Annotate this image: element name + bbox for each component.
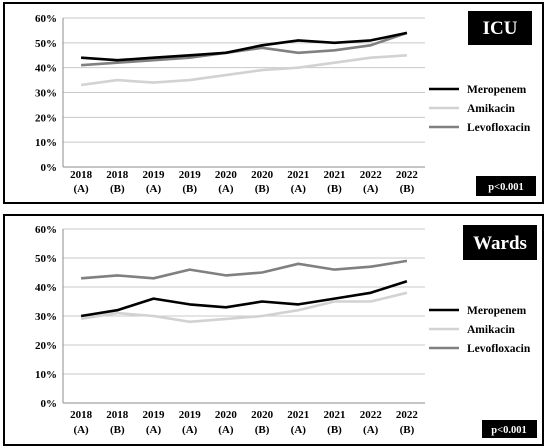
x-tick-year: 2021: [287, 409, 309, 421]
x-tick-period: (B): [327, 183, 342, 195]
x-tick-year: 2022: [360, 409, 383, 421]
x-tick-period: (A): [291, 183, 307, 195]
x-tick-period: (B): [182, 183, 197, 195]
x-tick-year: 2019: [179, 409, 202, 421]
x-tick-year: 2021: [324, 409, 346, 421]
icu-chart-panel: 0% 10% 20% 30% 40% 50% 60% 2018 (A) 2018 (B) 2019 (A…: [3, 2, 544, 204]
legend-label-levofloxacin: Levofloxacin: [467, 343, 531, 355]
x-tick-period: (A): [363, 424, 379, 436]
x-tick-period: (A): [146, 183, 162, 195]
x-tick-year: 2021: [287, 169, 309, 181]
legend-label-levofloxacin: Levofloxacin: [467, 122, 531, 134]
y-tick-label: 10%: [35, 137, 57, 149]
x-tick-year: 2019: [179, 169, 202, 181]
x-tick-year: 2018: [106, 169, 129, 181]
chart-title-box: [468, 11, 532, 45]
series-line-amikacin: [80, 291, 408, 324]
series-line-amikacin: [80, 54, 407, 87]
p-value-box: [476, 176, 536, 196]
x-tick-period: (A): [73, 183, 89, 195]
y-tick-label: 40%: [35, 63, 57, 75]
y-tick-label: 30%: [35, 311, 57, 323]
chart-title: Wards: [473, 233, 527, 254]
y-tick-label: 40%: [35, 282, 57, 294]
p-value-label: p<0.001: [488, 182, 523, 193]
x-tick-period: (B): [327, 424, 342, 436]
x-tick-year: 2020: [215, 169, 238, 181]
x-tick-period: (A): [218, 424, 234, 436]
legend-label-amikacin: Amikacin: [467, 103, 516, 115]
x-tick-year: 2022: [396, 169, 419, 181]
y-tick-label: 10%: [35, 369, 57, 381]
p-value-label: p<0.001: [491, 425, 526, 436]
x-tick-period: (A): [182, 424, 198, 436]
y-tick-label: 20%: [35, 112, 57, 124]
wards-chart-panel: 0% 10% 20% 30% 40% 50% 60% 2018 (A) 2018 (B) 2019 (A…: [3, 214, 544, 446]
legend-label-amikacin: Amikacin: [467, 324, 516, 336]
y-tick-label: 50%: [35, 38, 57, 50]
x-tick-period: (A): [363, 183, 379, 195]
x-tick-period: (A): [218, 183, 234, 195]
wards-chart: 0% 10% 20% 30% 40% 50% 60% 2018 (A) 2018 (B) 2019 (A…: [35, 224, 537, 438]
x-tick-year: 2019: [143, 409, 166, 421]
x-tick-period: (B): [255, 424, 270, 436]
series-line-meropenem: [80, 279, 408, 318]
x-tick-year: 2018: [106, 409, 129, 421]
y-tick-label: 20%: [35, 340, 57, 352]
legend-label-meropenem: Meropenem: [467, 305, 527, 317]
x-tick-period: (B): [400, 183, 415, 195]
x-tick-year: 2018: [70, 409, 93, 421]
series-line-meropenem: [81, 31, 408, 62]
x-tick-year: 2020: [251, 409, 274, 421]
series-line-levofloxacin: [80, 259, 408, 280]
x-tick-year: 2019: [143, 169, 166, 181]
chart-title-box: [463, 225, 537, 260]
x-tick-year: 2020: [215, 409, 238, 421]
x-tick-period: (B): [255, 183, 270, 195]
x-tick-period: (A): [146, 424, 162, 436]
y-tick-label: 0%: [41, 398, 58, 410]
icu-chart: 0% 10% 20% 30% 40% 50% 60% 2018 (A) 2018 (B) 2019 (A…: [35, 11, 536, 196]
chart-title: ICU: [483, 18, 518, 39]
x-tick-year: 2018: [70, 169, 93, 181]
x-tick-year: 2022: [360, 169, 383, 181]
y-tick-label: 60%: [35, 224, 57, 236]
x-tick-period: (B): [110, 183, 125, 195]
legend-label-meropenem: Meropenem: [467, 84, 527, 96]
y-tick-label: 50%: [35, 253, 57, 265]
p-value-box: [482, 420, 537, 438]
x-tick-year: 2020: [251, 169, 274, 181]
x-tick-period: (A): [291, 424, 307, 436]
x-tick-period: (B): [400, 424, 415, 436]
y-tick-label: 0%: [41, 162, 58, 174]
x-tick-year: 2022: [396, 409, 419, 421]
x-tick-year: 2021: [324, 169, 346, 181]
y-tick-label: 60%: [35, 13, 57, 25]
x-tick-period: (A): [73, 424, 89, 436]
x-tick-period: (B): [110, 424, 125, 436]
y-tick-label: 30%: [35, 88, 57, 100]
